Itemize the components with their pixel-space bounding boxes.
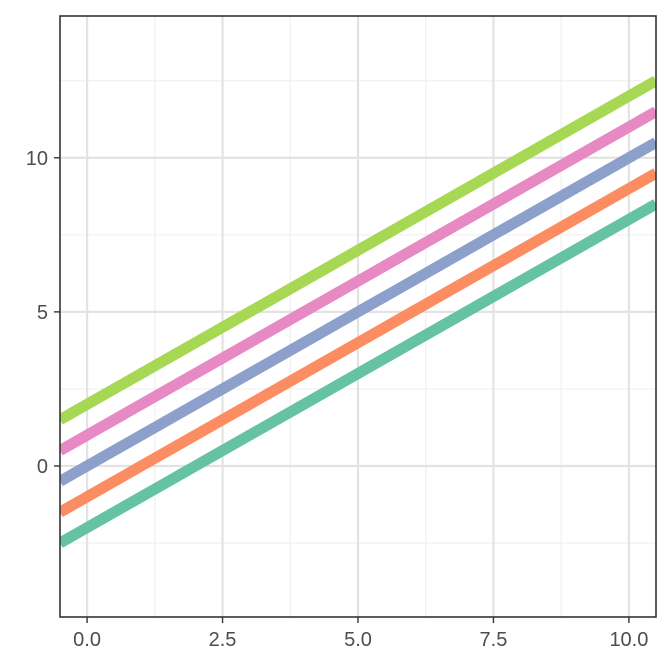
x-tick-label-2: 5.0 bbox=[344, 629, 372, 651]
series-line-2 bbox=[60, 168, 656, 517]
series-line-5 bbox=[60, 75, 656, 425]
x-axis: 0.0 2.5 5.0 7.5 10.0 bbox=[73, 617, 648, 651]
x-tick-label-3: 7.5 bbox=[480, 629, 508, 651]
major-gridlines bbox=[60, 16, 656, 617]
series-line-3 bbox=[60, 137, 656, 487]
x-tick-label-4: 10.0 bbox=[609, 629, 648, 651]
series-line-1 bbox=[60, 199, 656, 548]
x-tick-label-0: 0.0 bbox=[73, 629, 101, 651]
x-tick-label-1: 2.5 bbox=[209, 629, 237, 651]
y-axis: 0 5 10 bbox=[26, 148, 60, 478]
y-tick-label-0: 0 bbox=[37, 456, 48, 478]
series-lines bbox=[60, 75, 656, 548]
series-line-4 bbox=[60, 106, 656, 456]
y-tick-label-2: 10 bbox=[26, 148, 48, 170]
y-tick-label-1: 5 bbox=[37, 302, 48, 324]
